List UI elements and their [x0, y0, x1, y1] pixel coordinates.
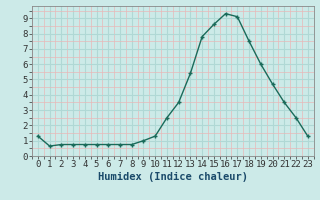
- X-axis label: Humidex (Indice chaleur): Humidex (Indice chaleur): [98, 172, 248, 182]
